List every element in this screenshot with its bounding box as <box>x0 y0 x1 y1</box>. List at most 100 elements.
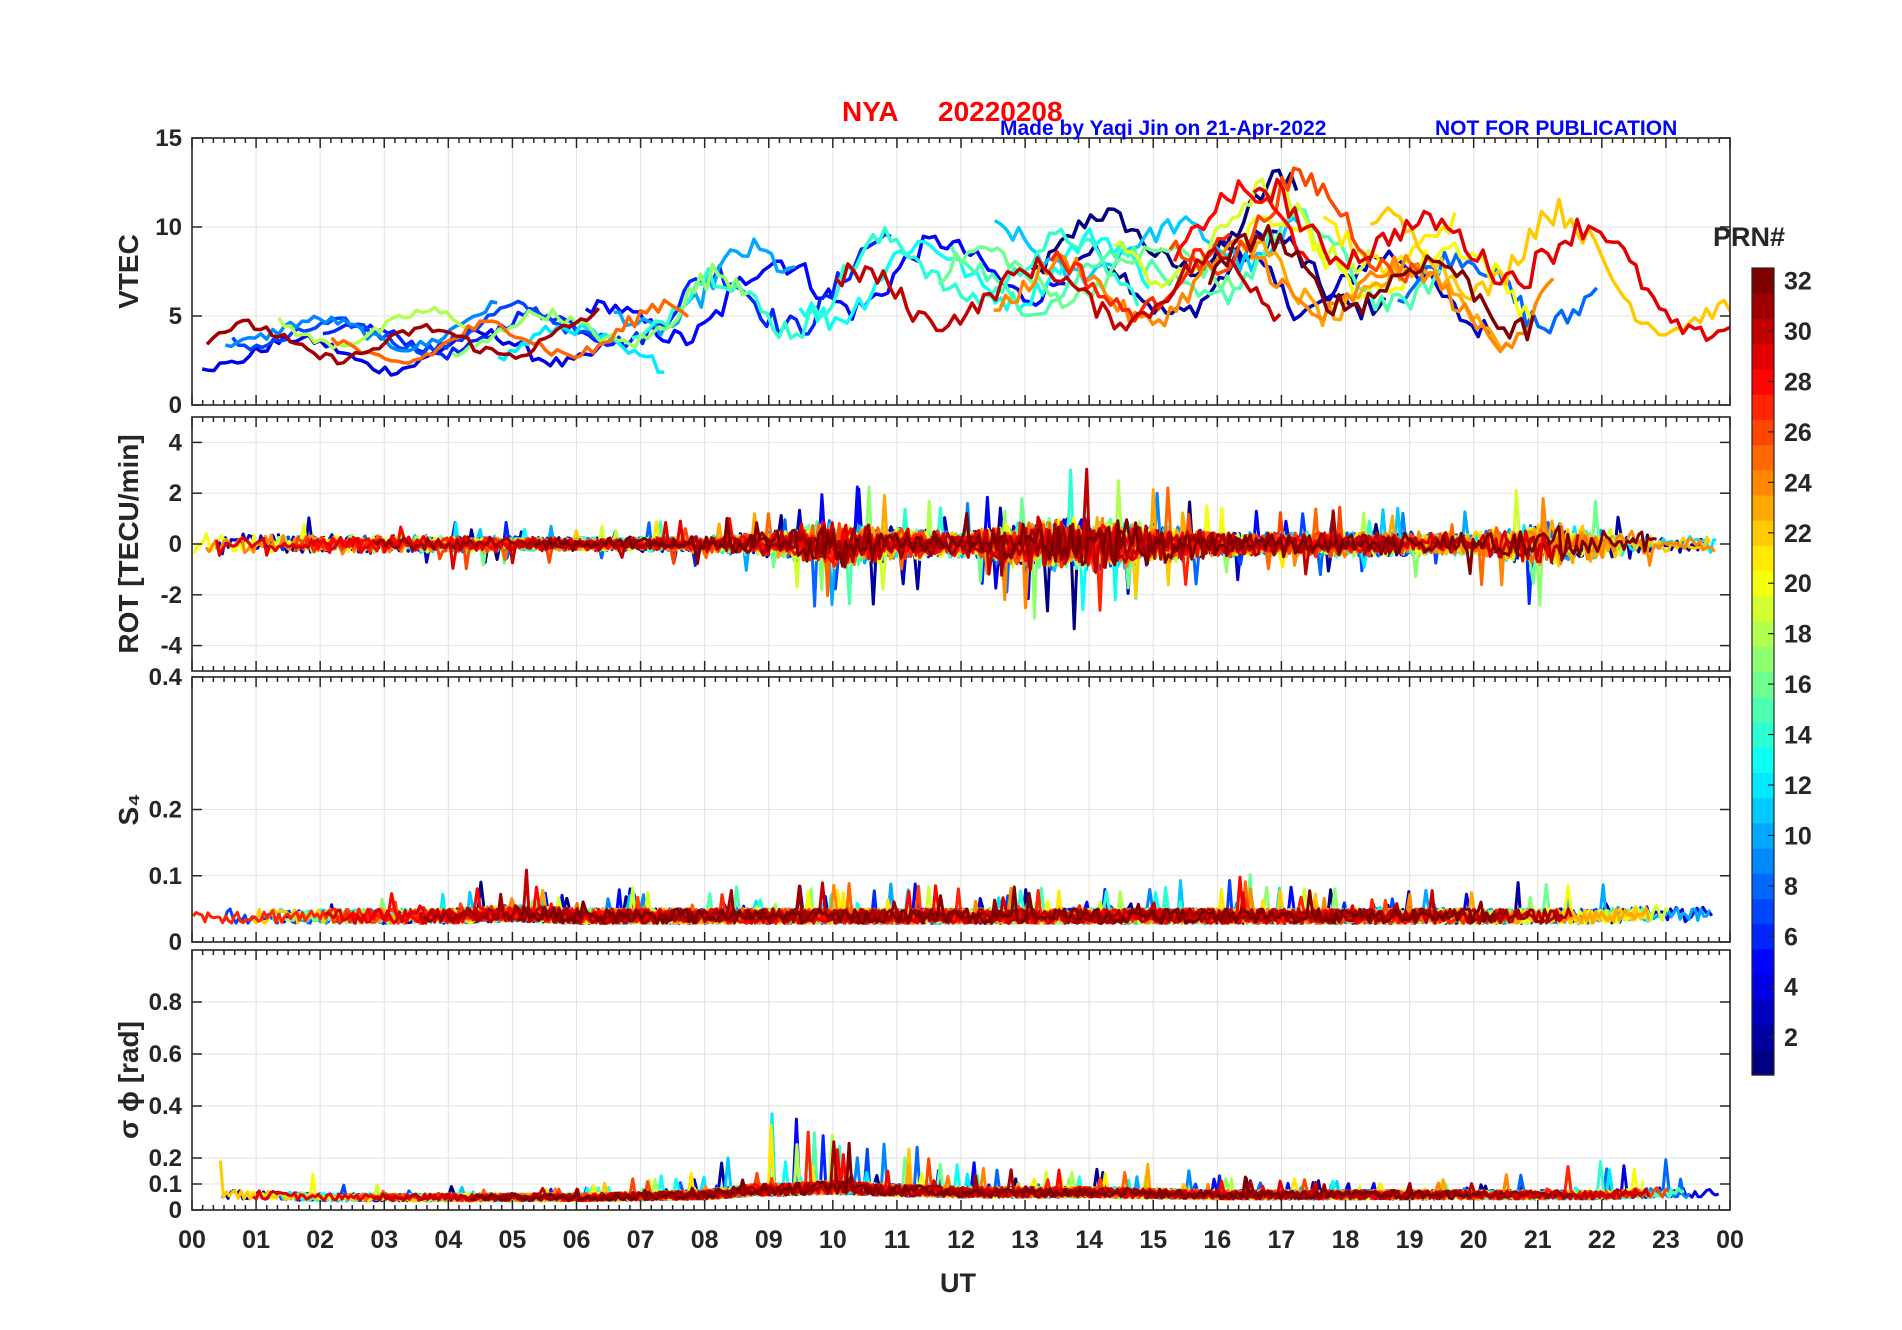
panel-rot: -4 -2 0 2 4 ROT [TECU/min] <box>113 416 1731 672</box>
y-tick-label: 5 <box>169 303 182 330</box>
series-rot-prn-1 <box>276 500 1573 631</box>
colorbar-cell-prn-10 <box>1752 822 1774 849</box>
axes-box-sigma_phi <box>191 949 1731 1211</box>
y-tick-labels-vtec: 0 5 10 15 <box>155 125 182 419</box>
y-axis-label-sigma_phi: σ ϕ [rad] <box>113 1021 144 1139</box>
colorbar-cell-prn-17 <box>1752 646 1774 673</box>
date-title: 20220208 <box>938 96 1063 127</box>
colorbar-cell-prn-9 <box>1752 848 1774 874</box>
panel-s4: 0 0.1 0.2 0.4 S₄ <box>113 664 1731 956</box>
colorbar-tick-label: 8 <box>1784 873 1798 901</box>
colorbar-tick-label: 14 <box>1784 722 1812 750</box>
x-tick-label: 01 <box>242 1226 270 1254</box>
x-tick-label: 04 <box>434 1226 462 1254</box>
colorbar-cell-prn-6 <box>1752 923 1774 950</box>
colorbar-tick-label: 24 <box>1784 469 1812 497</box>
y-tick-labels-rot: -4 -2 0 2 4 <box>161 429 183 659</box>
colorbar-cell-prn-27 <box>1752 394 1774 420</box>
colorbar-cell-prn-14 <box>1752 721 1774 748</box>
x-axis: 00 01 02 03 04 05 06 07 08 09 10 11 12 13 14 15 16 17 18 19… <box>178 1226 1744 1298</box>
series-vtec-prn-25 <box>330 298 690 365</box>
x-tick-label: 06 <box>563 1226 591 1254</box>
series-vtec-prn-22 <box>1369 197 1730 337</box>
y-tick-label: 0 <box>169 531 182 558</box>
ticks-vtec <box>191 137 1731 406</box>
colorbar-cell-prn-15 <box>1752 696 1774 723</box>
colorbar-tick-label: 18 <box>1784 621 1812 649</box>
colorbar-tick-label: 32 <box>1784 268 1812 296</box>
colorbar-tick-label: 30 <box>1784 318 1812 346</box>
y-tick-label: 0 <box>169 1197 182 1224</box>
x-tick-label: 11 <box>884 1226 911 1254</box>
series-sigma_phi-prn-32 <box>469 1141 1484 1203</box>
colorbar-cell-prn-16 <box>1752 671 1774 698</box>
x-tick-label: 13 <box>1011 1226 1039 1254</box>
y-tick-labels-sigma_phi: 00.10.2 0.4 0.6 0.8 <box>149 989 183 1224</box>
colorbar-tick-label: 26 <box>1784 419 1812 447</box>
x-tick-label: 09 <box>755 1226 783 1254</box>
ticks-sigma_phi <box>191 950 1731 1211</box>
y-tick-label: 0 <box>169 392 182 419</box>
colorbar-tick-label: 10 <box>1784 822 1812 850</box>
colorbar-cell-prn-29 <box>1752 343 1774 370</box>
x-tick-label: 00 <box>1716 1226 1744 1254</box>
colorbar-cell-prn-18 <box>1752 621 1774 647</box>
y-tick-label: 0 <box>169 929 182 956</box>
x-axis-label: UT <box>940 1268 976 1298</box>
y-tick-label: 0.1 <box>149 1171 182 1198</box>
x-tick-label: 19 <box>1396 1226 1424 1254</box>
y-tick-label: 0.2 <box>149 1145 182 1172</box>
colorbar-tick-label: 6 <box>1784 923 1798 951</box>
colorbar-tick-label: 16 <box>1784 671 1812 699</box>
y-tick-label: 0.4 <box>149 664 183 691</box>
x-tick-label: 14 <box>1075 1226 1103 1254</box>
series-rot-prn-32 <box>533 511 1657 576</box>
series-vtec-prn-11 <box>993 215 1301 285</box>
y-axis-label-rot: ROT [TECU/min] <box>113 434 144 653</box>
colorbar-cell-prn-13 <box>1752 747 1774 773</box>
series-vtec-prn-17 <box>451 262 749 358</box>
credit-note: Made by Yaqi Jin on 21-Apr-2022 <box>1000 117 1327 140</box>
series-vtec-prn-29 <box>1252 177 1730 343</box>
x-tick-label: 07 <box>627 1226 655 1254</box>
y-tick-labels-s4: 0 0.1 0.2 0.4 <box>149 664 183 956</box>
y-tick-label: -2 <box>161 582 182 609</box>
x-tick-labels: 00 01 02 03 04 05 06 07 08 09 10 11 12 13 14 15 16 17 18 19… <box>178 1226 1744 1254</box>
colorbar-cell-prn-11 <box>1752 797 1774 824</box>
x-tick-label: 12 <box>947 1226 975 1254</box>
x-tick-label: 00 <box>178 1226 206 1254</box>
x-tick-label: 05 <box>499 1226 527 1254</box>
axes-box-vtec <box>191 137 1731 406</box>
series-vtec-prn-18 <box>277 305 471 350</box>
colorbar-cell-prn-26 <box>1752 419 1774 446</box>
series-vtec-prn-24 <box>993 238 1555 354</box>
colorbar-cells <box>1751 267 1775 1076</box>
colorbar-cell-prn-31 <box>1752 293 1774 320</box>
y-tick-label: 0.4 <box>149 1093 183 1120</box>
x-tick-label: 18 <box>1332 1226 1360 1254</box>
colorbar-cell-prn-21 <box>1752 545 1774 572</box>
colorbar-cell-prn-19 <box>1752 595 1774 622</box>
x-tick-label: 22 <box>1588 1226 1616 1254</box>
colorbar-cell-prn-32 <box>1752 268 1774 294</box>
series-vtec-prn-32 <box>1207 224 1535 342</box>
panel-vtec: 0 5 10 15 VTEC <box>113 125 1731 419</box>
station-title: NYA <box>842 96 899 127</box>
series-vtec-prn-31 <box>205 307 601 366</box>
grid-sigma_phi <box>192 950 1730 1210</box>
x-tick-label: 08 <box>691 1226 719 1254</box>
colorbar-tick-label: 12 <box>1784 772 1812 800</box>
colorbar-cell-prn-7 <box>1752 898 1774 925</box>
colorbar-cell-prn-22 <box>1752 520 1774 547</box>
colorbar-tick-label: 22 <box>1784 520 1812 548</box>
series-vtec-prn-10 <box>613 237 796 337</box>
publication-notice: NOT FOR PUBLICATION <box>1435 117 1678 140</box>
axes-box-rot <box>191 416 1731 672</box>
x-tick-label: 02 <box>306 1226 334 1254</box>
y-tick-label: 15 <box>155 125 182 152</box>
x-tick-label: 10 <box>819 1226 847 1254</box>
x-tick-label: 17 <box>1268 1226 1296 1254</box>
y-tick-label: 10 <box>155 214 182 241</box>
